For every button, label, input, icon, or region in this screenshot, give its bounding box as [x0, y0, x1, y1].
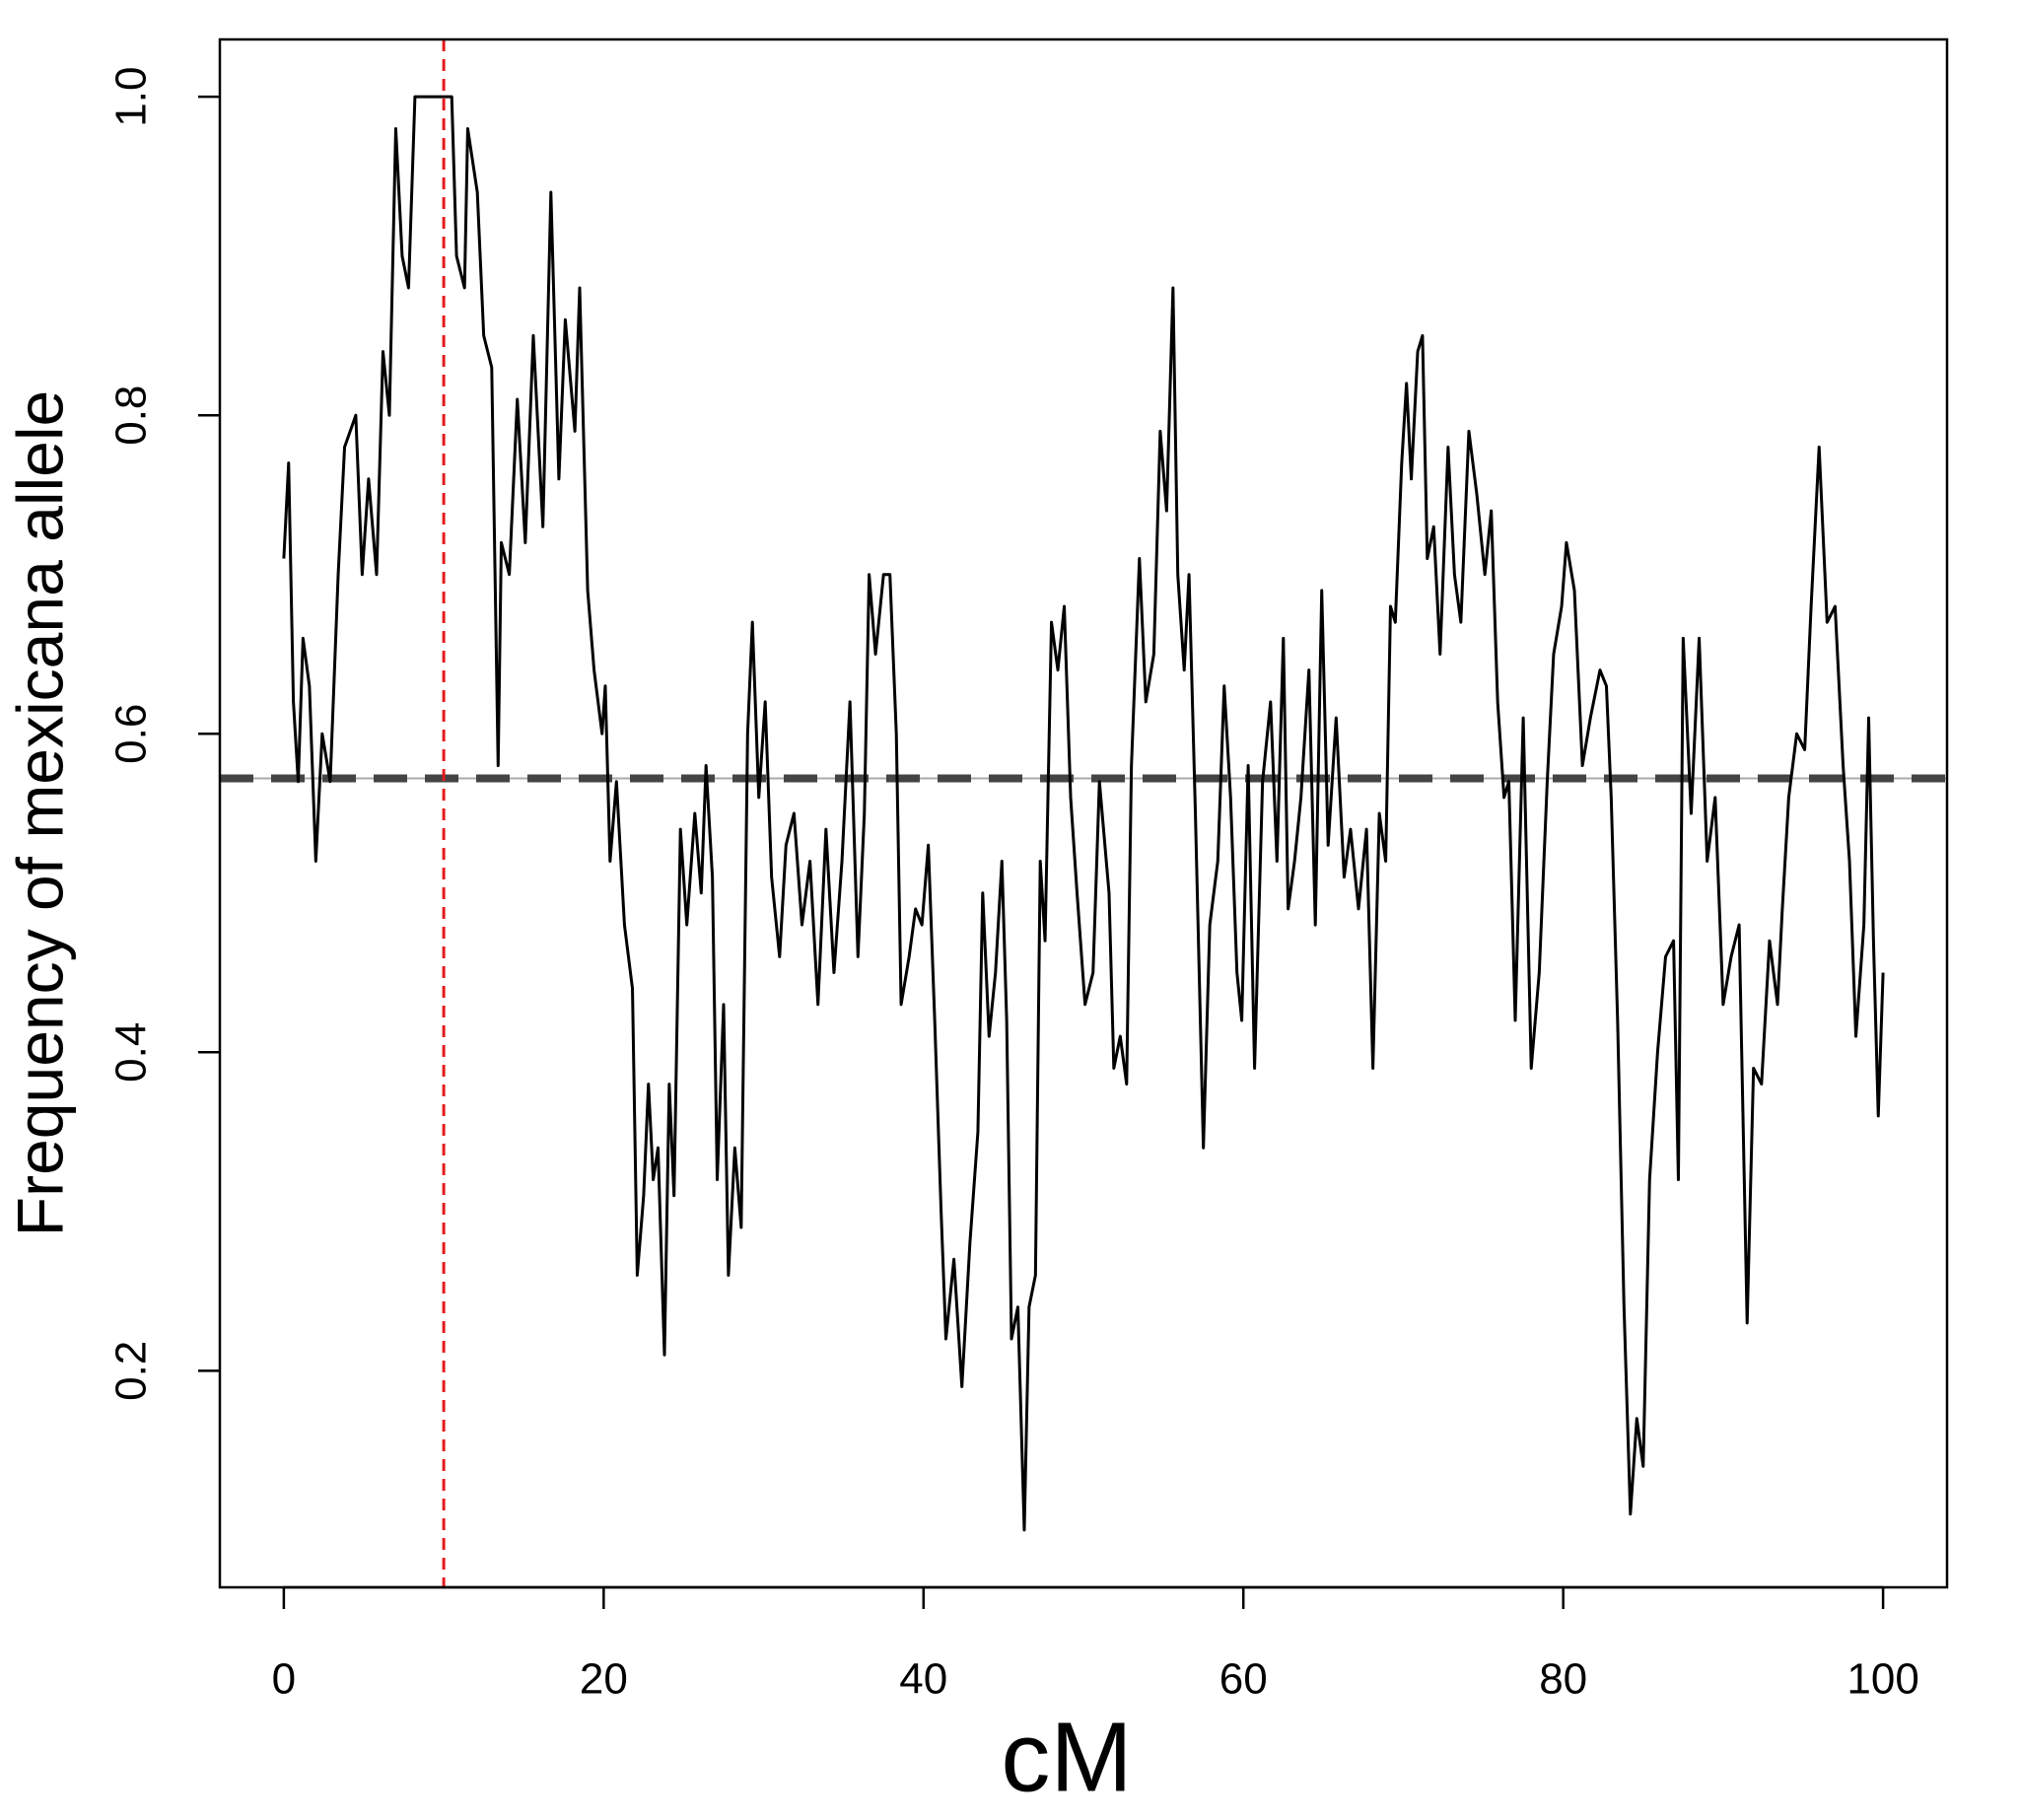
- y-tick-label: 0.8: [107, 385, 156, 446]
- x-tick-label: 20: [580, 1655, 628, 1704]
- y-tick-label: 0.2: [107, 1341, 156, 1401]
- y-tick-label: 1.0: [107, 67, 156, 127]
- x-tick-label: 80: [1539, 1655, 1587, 1704]
- x-tick-label: 0: [272, 1655, 296, 1704]
- x-tick-label: 60: [1219, 1655, 1268, 1704]
- data-line: [282, 95, 1885, 1532]
- plot-frame: [218, 37, 1949, 1589]
- y-axis-label: Frequency of mexicana allele: [3, 390, 76, 1236]
- y-tick-label: 0.6: [107, 704, 156, 764]
- x-axis-label: cM: [1001, 1702, 1132, 1812]
- y-tick-label: 0.4: [107, 1022, 156, 1083]
- x-tick-label: 100: [1846, 1655, 1918, 1704]
- x-tick-label: 40: [899, 1655, 947, 1704]
